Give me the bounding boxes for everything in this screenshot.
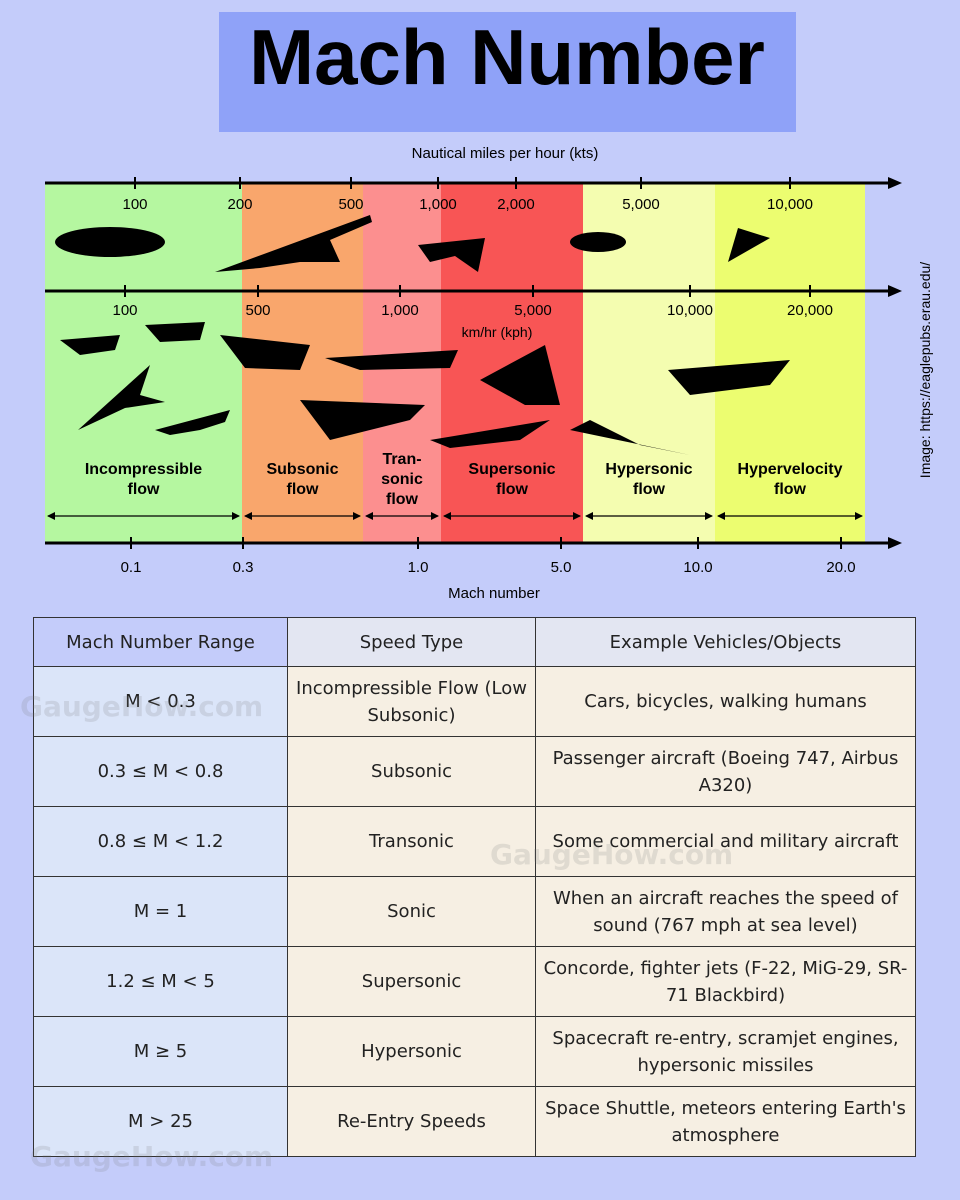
arrow-head <box>365 512 439 520</box>
tick-label: 5,000 <box>622 196 660 213</box>
table-row: M ≥ 5 Hypersonic Spacecraft re-entry, scra… <box>33 1016 916 1087</box>
tick-label: 1.0 <box>408 559 429 576</box>
table-cell: M > 25 <box>33 1086 288 1157</box>
table-cell: 0.3 ≤ M < 0.8 <box>33 736 288 807</box>
table-cell: Supersonic <box>287 946 536 1017</box>
table-cell: 0.8 ≤ M < 1.2 <box>33 806 288 877</box>
blimp <box>55 227 165 257</box>
diagram: Mach Number Nautical miles per hour (kts… <box>45 12 933 602</box>
tick-label: 10,000 <box>767 196 813 213</box>
region-name: flow <box>633 481 666 498</box>
watermark: GaugeHow.com <box>20 690 264 723</box>
region-name: sonic <box>381 471 423 488</box>
table-cell: Space Shuttle, meteors entering Earth's … <box>535 1086 916 1157</box>
capsule <box>570 232 626 252</box>
tick-label: 1,000 <box>419 196 457 213</box>
table-cell: Cars, bicycles, walking humans <box>535 666 916 737</box>
jet <box>418 238 485 272</box>
table-cell: M ≥ 5 <box>33 1016 288 1087</box>
region-name: Subsonic <box>266 461 338 478</box>
title-box <box>219 12 796 132</box>
header-cell: Mach Number Range <box>33 617 288 667</box>
glider-cessna <box>78 365 230 435</box>
watermark: GaugeHow.com <box>30 1140 274 1173</box>
table-row: 1.2 ≤ M < 5 Supersonic Concorde, fighter j… <box>33 946 916 1017</box>
tick-label: 20.0 <box>826 559 855 576</box>
tick-label: 0.3 <box>233 559 254 576</box>
axis-arrow <box>888 537 902 549</box>
region-name: Supersonic <box>468 461 555 478</box>
table-cell: Transonic <box>287 806 536 877</box>
title: Mach Number <box>249 13 765 101</box>
header-row: Mach Number Range Speed Type Example Vehic… <box>33 617 916 667</box>
tick-label: 100 <box>112 302 137 319</box>
credit: Image: https://eaglepubs.erau.edu/ <box>917 262 933 478</box>
region-name: flow <box>386 491 419 508</box>
table-cell: 1.2 ≤ M < 5 <box>33 946 288 1017</box>
kts-label: Nautical miles per hour (kts) <box>412 145 599 162</box>
table-row: 0.8 ≤ M < 1.2 Transonic Some commercial an… <box>33 806 916 877</box>
tick-label: 500 <box>245 302 270 319</box>
table-cell: When an aircraft reaches the speed of so… <box>535 876 916 947</box>
watermark: GaugeHow.com <box>490 838 734 871</box>
airliners <box>220 335 458 440</box>
region-name: Hypersonic <box>605 461 692 478</box>
tick-label: 10,000 <box>667 302 713 319</box>
kph-label: km/hr (kph) <box>462 324 533 340</box>
region-name: flow <box>496 481 529 498</box>
region-name: flow <box>774 481 807 498</box>
tick-label: 1,000 <box>381 302 419 319</box>
silhouettes <box>55 215 790 455</box>
tick-label: 200 <box>227 196 252 213</box>
table-cell: Passenger aircraft (Boeing 747, Airbus A… <box>535 736 916 807</box>
header-cell: Example Vehicles/Objects <box>535 617 916 667</box>
table: Mach Number Range Speed Type Example Vehic… <box>33 617 916 1157</box>
tick-label: 100 <box>122 196 147 213</box>
header-cell: Speed Type <box>287 617 536 667</box>
table-row: M < 0.3 Incompressible Flow (Low Subsonic… <box>33 666 916 737</box>
table-cell: Spacecraft re-entry, scramjet engines, h… <box>535 1016 916 1087</box>
table-cell: Some commercial and military aircraft <box>535 806 916 877</box>
tick-label: 500 <box>338 196 363 213</box>
tick-label: 0.1 <box>121 559 142 576</box>
axis-arrow <box>888 285 902 297</box>
table-row: M = 1 Sonic When an aircraft reaches the s… <box>33 876 916 947</box>
region-name: Tran- <box>382 451 421 468</box>
drone-heli <box>60 322 205 355</box>
tick-label: 10.0 <box>683 559 712 576</box>
tick-label: 5.0 <box>551 559 572 576</box>
table-cell: Hypersonic <box>287 1016 536 1087</box>
table-row: 0.3 ≤ M < 0.8 Subsonic Passenger aircraft … <box>33 736 916 807</box>
plane <box>215 215 372 272</box>
mach-label: Mach number <box>448 585 540 602</box>
tick-label: 20,000 <box>787 302 833 319</box>
table-cell: Sonic <box>287 876 536 947</box>
table-cell: M = 1 <box>33 876 288 947</box>
table-cell: Incompressible Flow (Low Subsonic) <box>287 666 536 737</box>
region-name: Hypervelocity <box>738 461 843 478</box>
table-row: M > 25 Re-Entry Speeds Space Shuttle, mete… <box>33 1086 916 1157</box>
region-name: flow <box>128 481 161 498</box>
tick-label: 5,000 <box>514 302 552 319</box>
reentry <box>728 228 770 262</box>
table-cell: Subsonic <box>287 736 536 807</box>
region-name: flow <box>287 481 320 498</box>
fast-vehicles <box>430 345 790 455</box>
table-cell: Concorde, fighter jets (F-22, MiG-29, SR… <box>535 946 916 1017</box>
axis-arrow <box>888 177 902 189</box>
table-cell: Re-Entry Speeds <box>287 1086 536 1157</box>
table-cell: M < 0.3 <box>33 666 288 737</box>
region-name: Incompressible <box>85 461 202 478</box>
tick-label: 2,000 <box>497 196 535 213</box>
